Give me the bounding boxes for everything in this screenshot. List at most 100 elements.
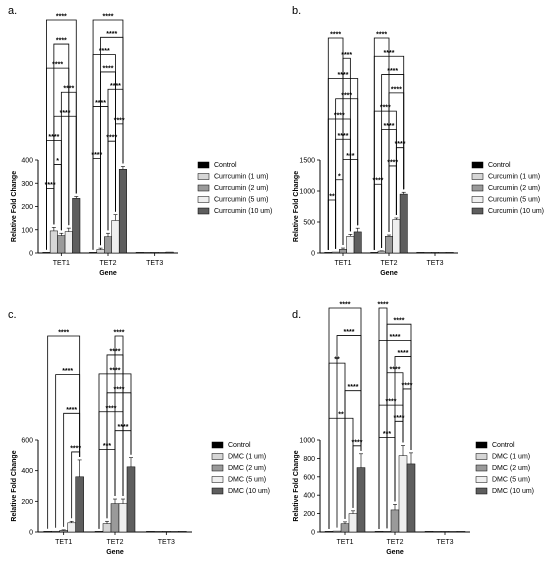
significance-bracket [47, 335, 81, 529]
bar [438, 252, 447, 254]
significance-label: **** [103, 65, 114, 72]
x-category-label: TET1 [53, 260, 70, 267]
significance-label: **** [62, 368, 73, 375]
significance-bracket [373, 37, 390, 250]
significance-label: **** [56, 38, 67, 45]
significance-label: **** [341, 52, 352, 59]
bar [331, 251, 340, 254]
significance-label: **** [340, 302, 351, 309]
panel-label: d. [292, 309, 301, 321]
significance-label: **** [380, 105, 391, 112]
legend-swatch [475, 476, 488, 483]
bar [440, 531, 450, 533]
x-category-label: TET2 [386, 539, 403, 546]
x-axis-label: Gene [106, 549, 124, 556]
y-tick-label: 400 [303, 493, 315, 500]
y-tick-label: 0 [29, 530, 33, 537]
significance-label: * [338, 173, 341, 180]
significance-label: **** [58, 330, 69, 337]
x-axis-label: Gene [386, 549, 404, 556]
significance-label: ** [338, 412, 344, 419]
legend-label: Curcumin (2 um) [488, 185, 540, 192]
bar [118, 169, 127, 254]
legend-label: DMC (10 um) [228, 488, 270, 495]
legend-label: Currcumin (5 um) [214, 197, 268, 204]
bar [110, 503, 120, 533]
x-category-label: TET2 [106, 539, 123, 546]
significance-label: **** [394, 415, 405, 422]
legend-swatch [197, 161, 210, 169]
significance-label: **** [341, 92, 352, 99]
significance-bracket [378, 307, 388, 529]
panel-label: b. [292, 5, 301, 17]
bar [111, 220, 120, 254]
bar [126, 466, 136, 533]
significance-bracket [335, 179, 344, 249]
legend-label: Curcumin (5 um) [488, 197, 540, 204]
significance-label: **** [373, 178, 384, 185]
y-tick-label: 0 [311, 530, 315, 537]
significance-label: **** [390, 334, 401, 341]
significance-label: **** [398, 350, 409, 357]
legend-label: DMC (2 um) [228, 465, 266, 472]
y-tick-label: 200 [21, 499, 33, 506]
significance-label: **** [387, 68, 398, 75]
bar [390, 509, 400, 533]
legend-swatch [475, 464, 488, 472]
bar [448, 531, 458, 533]
legend-swatch [211, 487, 224, 495]
bar [385, 236, 393, 254]
significance-label: **** [56, 14, 67, 21]
legend-swatch [211, 464, 224, 472]
significance-label: **** [114, 330, 125, 337]
significance-bracket [342, 57, 351, 246]
bar [154, 531, 163, 533]
significance-label: **** [402, 382, 413, 389]
y-axis-label: Relative Fold Change [11, 171, 18, 242]
bar [178, 531, 187, 533]
x-category-label: TET2 [380, 260, 397, 267]
legend-swatch [471, 184, 484, 192]
legend-swatch [197, 173, 210, 180]
bar [324, 531, 334, 533]
significance-bracket [327, 199, 337, 250]
significance-label: **** [106, 135, 117, 142]
x-category-label: TET3 [146, 260, 163, 267]
legend-swatch [475, 441, 488, 449]
legend-swatch [197, 184, 210, 192]
significance-bracket [53, 164, 62, 231]
legend-label: DMC (5 um) [492, 477, 530, 484]
significance-label: **** [376, 32, 387, 39]
bar [42, 252, 51, 254]
legend-swatch [211, 453, 224, 460]
x-category-label: TET2 [99, 260, 116, 267]
bar [51, 530, 60, 533]
x-category-label: TET3 [158, 539, 175, 546]
y-tick-label: 1500 [299, 158, 315, 165]
bar [324, 252, 333, 254]
y-tick-label: 400 [21, 468, 33, 475]
legend-swatch [197, 207, 210, 215]
bar [170, 531, 179, 533]
x-axis-label: Gene [99, 270, 117, 277]
bar [158, 252, 167, 254]
legend-label: Control [492, 442, 515, 449]
significance-label: **** [106, 405, 117, 412]
legend-swatch [475, 453, 488, 460]
significance-label: **** [334, 113, 345, 120]
significance-label: **** [395, 141, 406, 148]
y-tick-label: 0 [311, 251, 315, 258]
legend-label: DMC (1 um) [492, 454, 530, 461]
significance-bracket [107, 140, 116, 231]
y-tick-label: 300 [21, 181, 33, 188]
bar [424, 531, 434, 533]
bar [332, 530, 342, 533]
x-axis-label: Gene [380, 270, 398, 277]
significance-label: **** [106, 31, 117, 38]
y-tick-label: 100 [21, 227, 33, 234]
y-tick-label: 500 [303, 220, 315, 227]
bar [94, 531, 104, 533]
bar [445, 252, 454, 254]
bar [150, 252, 159, 254]
significance-bracket [373, 183, 383, 250]
